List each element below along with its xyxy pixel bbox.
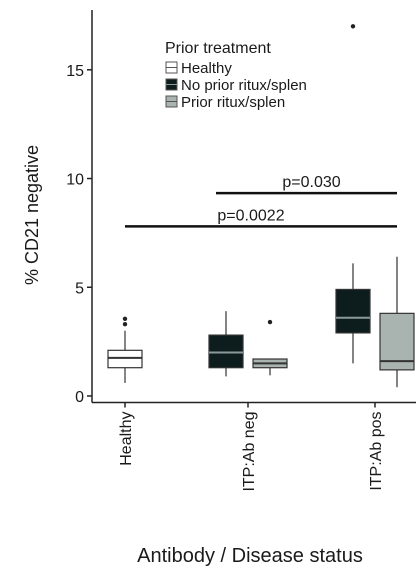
- y-tick-label: 15: [66, 63, 84, 80]
- box: [107, 349, 143, 369]
- significance-label: p=0.030: [282, 174, 340, 191]
- outlier: [267, 319, 273, 325]
- y-tick-label: 10: [66, 172, 84, 189]
- significance-label: p=0.0022: [217, 207, 284, 224]
- x-tick-label: ITP:Ab pos: [368, 412, 385, 491]
- legend-label: No prior ritux/splen: [181, 77, 307, 94]
- legend-label: Healthy: [181, 60, 232, 77]
- box: [208, 334, 244, 369]
- box: [335, 288, 371, 334]
- y-tick-label: 0: [75, 389, 84, 406]
- outlier: [122, 322, 128, 327]
- outlier: [122, 316, 128, 321]
- x-tick-label: ITP:Ab neg: [241, 412, 258, 492]
- x-axis-title: Antibody / Disease status: [137, 545, 363, 567]
- legend-label: Prior ritux/splen: [181, 94, 285, 111]
- outlier: [350, 24, 356, 29]
- y-tick-label: 5: [75, 280, 84, 297]
- legend-title: Prior treatment: [165, 40, 271, 57]
- y-axis-title: % CD21 negative: [22, 145, 42, 285]
- x-tick-label: Healthy: [118, 412, 135, 466]
